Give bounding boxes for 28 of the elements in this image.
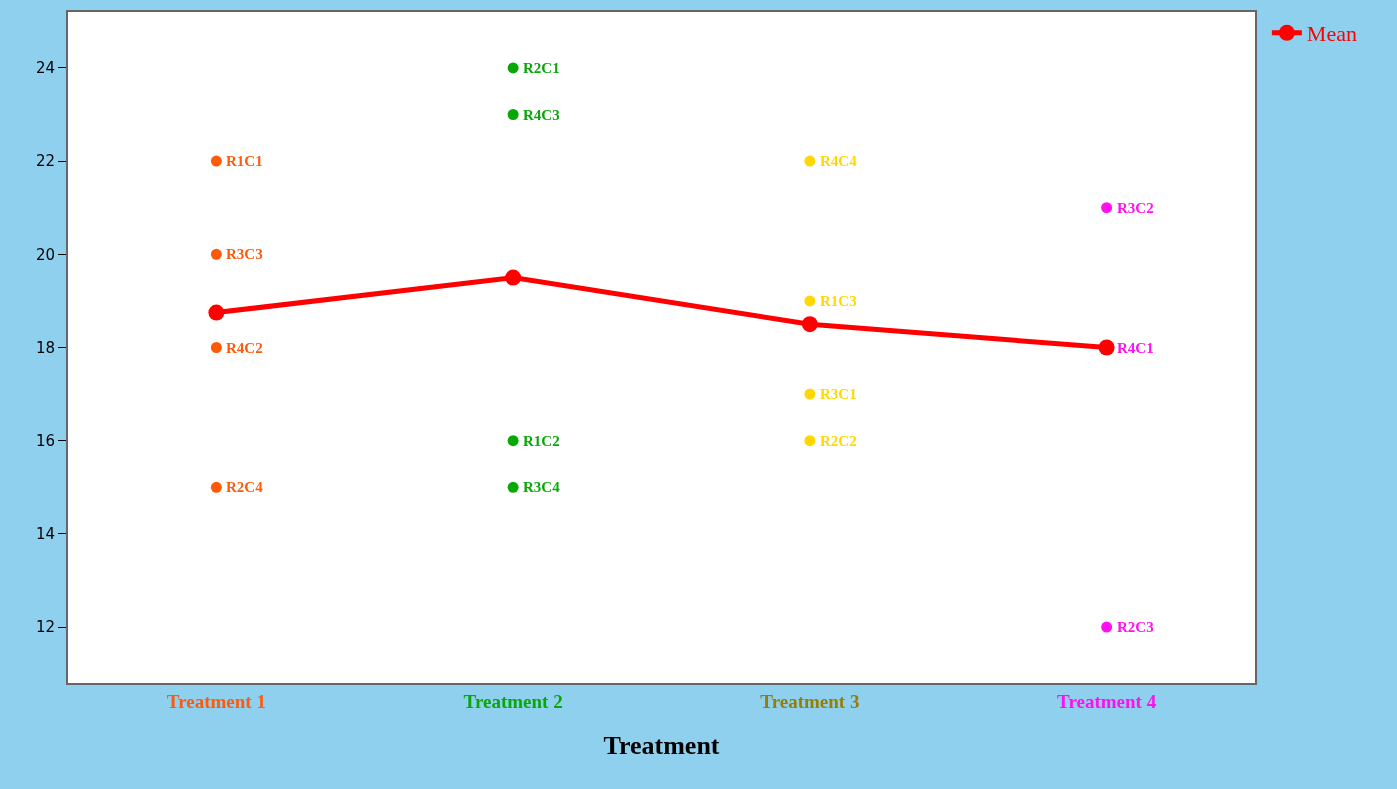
x-tick-label: Treatment 4 bbox=[1057, 690, 1157, 712]
y-tick-label: 16 bbox=[35, 431, 55, 450]
annotation: R4C2 bbox=[226, 340, 263, 356]
y-tick-label: 24 bbox=[35, 59, 55, 78]
x-axis-title: Treatment bbox=[603, 731, 720, 760]
annotation: R3C1 bbox=[820, 386, 857, 402]
x-tick-label: Treatment 2 bbox=[463, 690, 563, 712]
legend-label: Mean bbox=[1306, 21, 1357, 47]
y-tick-label: 22 bbox=[35, 152, 55, 171]
annotation: R2C1 bbox=[523, 60, 560, 76]
x-tick-label: Treatment 3 bbox=[760, 690, 860, 712]
y-tick-label: 20 bbox=[35, 245, 55, 264]
annotation: R2C2 bbox=[820, 433, 857, 449]
annotation: R3C4 bbox=[523, 479, 561, 495]
annotation: R2C4 bbox=[226, 479, 264, 495]
annotation: R3C3 bbox=[226, 246, 263, 262]
x-tick-label: Treatment 1 bbox=[166, 690, 266, 712]
y-tick-label: 12 bbox=[35, 618, 55, 637]
annotation: R2C3 bbox=[1117, 619, 1154, 635]
annotation: R1C2 bbox=[523, 433, 560, 449]
y-tick-label: 18 bbox=[35, 338, 55, 357]
annotation: R3C2 bbox=[1117, 200, 1154, 216]
annotation: R1C1 bbox=[226, 153, 263, 169]
y-tick-label: 14 bbox=[35, 525, 55, 544]
annotation: R1C3 bbox=[820, 293, 857, 309]
annotation: R4C4 bbox=[820, 153, 858, 169]
annotation: R4C1 bbox=[1117, 340, 1154, 356]
annotation: R4C3 bbox=[523, 107, 560, 123]
